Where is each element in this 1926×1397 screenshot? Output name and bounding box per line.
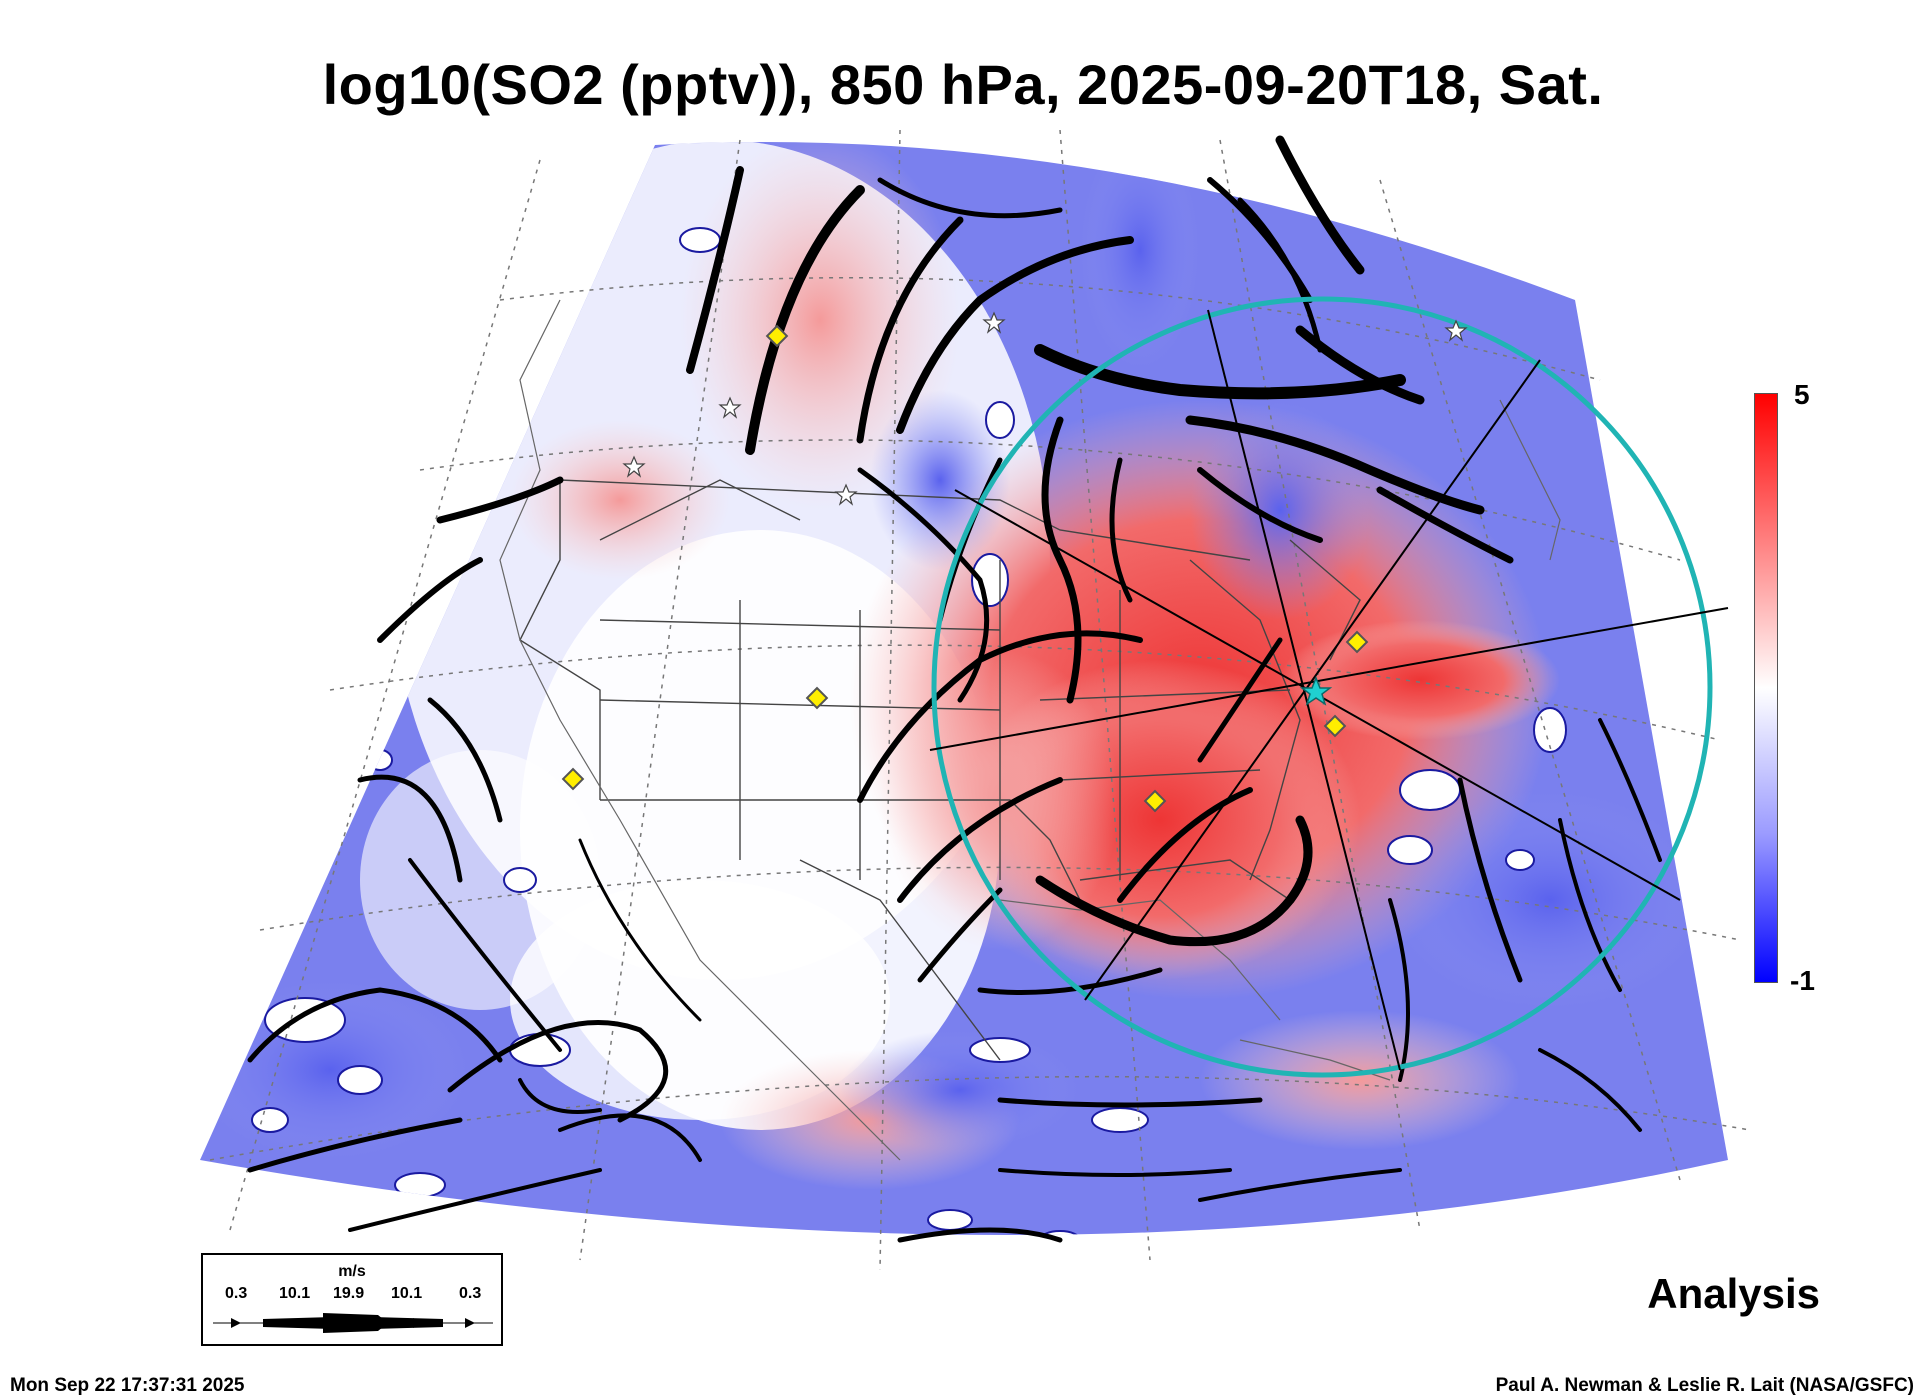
colorbar-gradient [1754,393,1778,983]
legend-label: 10.1 [279,1285,311,1302]
colorbar: 5 -1 [1750,379,1830,996]
page-title: log10(SO2 (pptv)), 850 hPa, 2025-09-20T1… [322,53,1604,116]
legend-label: 0.3 [225,1285,248,1302]
colorbar-max-label: 5 [1794,379,1810,410]
state-borders [519,479,1361,1061]
legend-label: 19.9 [333,1285,365,1302]
legend-arrows-icon [213,1313,493,1333]
site-markers [561,324,1369,813]
credit: Paul A. Newman & Leslie R. Lait (NASA/GS… [1495,1375,1914,1396]
analysis-label: Analysis [1647,1270,1820,1317]
legend-label: 10.1 [391,1285,423,1302]
distance-circle [931,296,1713,1078]
colorbar-min-label: -1 [1790,965,1815,996]
city-star-icons [622,311,1468,506]
legend-unit: m/s [338,1263,366,1280]
so2-field [200,141,1728,1236]
timestamp: Mon Sep 22 17:37:31 2025 [10,1375,245,1396]
wind-speed-legend: m/s 0.3 10.1 19.9 10.1 0.3 [201,1253,503,1346]
center-star-icon [1299,675,1333,706]
wind-streamlines [247,135,1662,1243]
legend-label: 0.3 [459,1285,482,1302]
